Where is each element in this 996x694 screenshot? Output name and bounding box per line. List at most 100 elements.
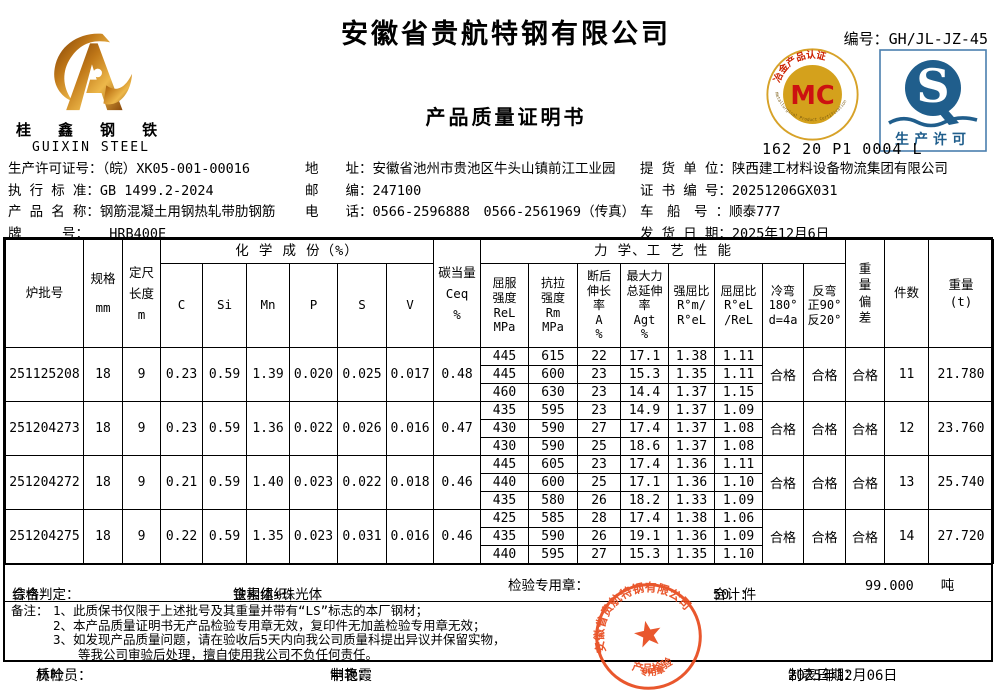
summary-row: 综合判定： 合格 金相组织： 铁素体+珠光体 检验专用章： 合计： 50 件 99.0… bbox=[5, 564, 991, 603]
mech-value: 1.10 bbox=[714, 473, 764, 492]
col-header-s: S bbox=[337, 263, 387, 348]
mech-value: 430 bbox=[480, 437, 530, 456]
mech-value: 14.9 bbox=[620, 401, 670, 420]
inspection-stamp-label: 检验专用章： bbox=[508, 578, 589, 594]
table-row: 430 590 25 18.6 1.37 1.08 bbox=[6, 437, 994, 456]
mech-value: 445 bbox=[480, 347, 530, 366]
quality-data-table: 炉批号 规格 mm 定尺 长度 m 化 学 成 份（%） 碳当量 Ceq % 力… bbox=[5, 239, 995, 564]
chem-s: 0.031 bbox=[337, 509, 387, 564]
mech-value: 1.09 bbox=[714, 491, 764, 510]
mech-value: 1.38 bbox=[668, 509, 716, 528]
mech-value: 1.33 bbox=[668, 491, 716, 510]
mech-value: 17.4 bbox=[620, 419, 670, 438]
product-name-value: 钢筋混凝土用钢热轧带肋钢筋 bbox=[99, 204, 276, 220]
col-header-p: P bbox=[289, 263, 338, 348]
tabulator-name: 申艳霞 bbox=[330, 668, 372, 684]
chem-si: 0.59 bbox=[202, 401, 247, 456]
table-row: 440 600 25 17.1 1.36 1.10 bbox=[6, 473, 994, 492]
ceq-value: 0.46 bbox=[433, 509, 482, 564]
mech-value: 1.11 bbox=[714, 347, 764, 366]
batch-number: 251204272 bbox=[5, 455, 84, 510]
mech-value: 23 bbox=[577, 383, 622, 402]
metallographic-structure-value: 铁素体+珠光体 bbox=[233, 587, 323, 603]
consignee-value: 陕西建工材料设备物流集团有限公司 bbox=[731, 161, 948, 177]
col-header-c: C bbox=[160, 263, 203, 348]
vehicle-line: 车 船 号 ：顺泰777 bbox=[640, 202, 948, 224]
ceq-value: 0.47 bbox=[433, 401, 482, 456]
total-pieces-value: 50 件 bbox=[713, 587, 757, 603]
mech-value: 440 bbox=[480, 545, 530, 564]
mech-value: 430 bbox=[480, 419, 530, 438]
table-row: 251125208 18 9 0.23 0.59 1.39 0.020 0.02… bbox=[5, 347, 995, 402]
chem-v: 0.016 bbox=[385, 509, 435, 564]
chem-c: 0.23 bbox=[160, 401, 203, 456]
table-row: 435 590 26 19.1 1.36 1.09 bbox=[6, 527, 994, 546]
chem-p: 0.020 bbox=[289, 347, 338, 402]
mech-value: 23 bbox=[577, 365, 622, 384]
mech-value: 590 bbox=[528, 419, 579, 438]
mech-value: 1.11 bbox=[714, 455, 764, 474]
table-header-row-groups: 炉批号 规格 mm 定尺 长度 m 化 学 成 份（%） 碳当量 Ceq % 力… bbox=[5, 239, 995, 348]
overall-judgement-label: 综合判定： bbox=[12, 587, 80, 603]
license-number-line: 生产许可证号：（皖）XK05-001-00016 bbox=[8, 159, 275, 181]
chem-si: 0.59 bbox=[202, 455, 247, 510]
col-header-weight-deviation: 重 量 偏 差 bbox=[845, 239, 886, 348]
mech-value: 26 bbox=[577, 527, 622, 546]
col-header-rel-ratio: 屈屈比 R°eL /ReL bbox=[714, 263, 764, 348]
certificate-number-label: 编号： bbox=[843, 30, 889, 48]
title-block: 安徽省贵航特钢有限公司 产品质量证明书 bbox=[256, 0, 756, 130]
mech-value: 445 bbox=[480, 455, 530, 474]
standard-line: 执 行 标 准：GB 1499.2-2024 bbox=[8, 181, 275, 203]
chem-c: 0.21 bbox=[160, 455, 203, 510]
certificate-number: 编号：GH/JL-JZ-45 bbox=[844, 28, 988, 49]
table-row: 440 595 27 15.3 1.35 1.10 bbox=[6, 545, 994, 564]
col-header-mechanical-group: 力 学、工 艺 性 能 bbox=[480, 239, 847, 264]
qs-letter: S bbox=[916, 59, 949, 113]
phone-line: 电 话：0566-2596888 0566-2561969（传真） bbox=[305, 202, 635, 224]
mech-value: 1.15 bbox=[714, 383, 764, 402]
mech-value: 590 bbox=[528, 527, 579, 546]
overall-judgement-value: 合格 bbox=[12, 587, 39, 603]
cold-bend-result: 合格 bbox=[762, 347, 805, 402]
address-label: 地 址： bbox=[305, 161, 373, 177]
cold-bend-result: 合格 bbox=[762, 455, 805, 510]
chem-si: 0.59 bbox=[202, 509, 247, 564]
mech-value: 600 bbox=[528, 473, 579, 492]
info-column-left: 生产许可证号：（皖）XK05-001-00016 执 行 标 准：GB 1499… bbox=[8, 159, 275, 245]
mech-value: 18.6 bbox=[620, 437, 670, 456]
metallographic-structure-label: 金相组织： bbox=[233, 587, 301, 603]
address-line: 地 址：安徽省池州市贵池区牛头山镇前江工业园 bbox=[305, 159, 635, 181]
inspector-name: 林叶 bbox=[36, 668, 64, 684]
mech-value: 1.36 bbox=[668, 473, 716, 492]
mech-value: 1.09 bbox=[714, 527, 764, 546]
weight-deviation-result: 合格 bbox=[845, 347, 886, 402]
spec-value: 18 bbox=[83, 347, 123, 402]
company-title: 安徽省贵航特钢有限公司 bbox=[341, 19, 671, 50]
chem-v: 0.017 bbox=[385, 347, 435, 402]
col-header-rm-rel-ratio: 强屈比 R°m/ R°eL bbox=[668, 263, 716, 348]
mech-value: 445 bbox=[480, 365, 530, 384]
certificate-number-value: GH/JL-JZ-45 bbox=[888, 30, 988, 48]
mech-value: 580 bbox=[528, 491, 579, 510]
weight-deviation-result: 合格 bbox=[845, 401, 886, 456]
license-number-label: 生产许可证号： bbox=[8, 161, 103, 177]
mech-value: 28 bbox=[577, 509, 622, 528]
col-header-v: V bbox=[385, 263, 435, 348]
phone-label: 电 话： bbox=[305, 204, 373, 220]
reverse-bend-result: 合格 bbox=[803, 401, 847, 456]
ceq-value: 0.46 bbox=[433, 455, 482, 510]
weight-value: 25.740 bbox=[928, 455, 995, 510]
chem-mn: 1.40 bbox=[246, 455, 290, 510]
table-row: 251204272 18 9 0.21 0.59 1.40 0.023 0.02… bbox=[5, 455, 995, 510]
vehicle-label: 车 船 号 ： bbox=[640, 204, 730, 220]
consignee-line: 提 货 单 位：陕西建工材料设备物流集团有限公司 bbox=[640, 159, 948, 181]
mc-certification-badge-icon: 冶金产品认证 Metallurgical Product Certificati… bbox=[766, 48, 859, 141]
col-header-tensile-strength: 抗拉 强度 Rm MPa bbox=[528, 263, 579, 348]
tabulator-label: 制表： bbox=[330, 668, 372, 684]
mech-value: 435 bbox=[480, 527, 530, 546]
mech-value: 1.36 bbox=[668, 527, 716, 546]
guixin-steel-logo-icon bbox=[54, 33, 133, 111]
postcode-value: 247100 bbox=[372, 182, 422, 199]
qs-production-license-badge-icon: S 生产许可 bbox=[879, 49, 987, 152]
pieces-count: 11 bbox=[884, 347, 930, 402]
